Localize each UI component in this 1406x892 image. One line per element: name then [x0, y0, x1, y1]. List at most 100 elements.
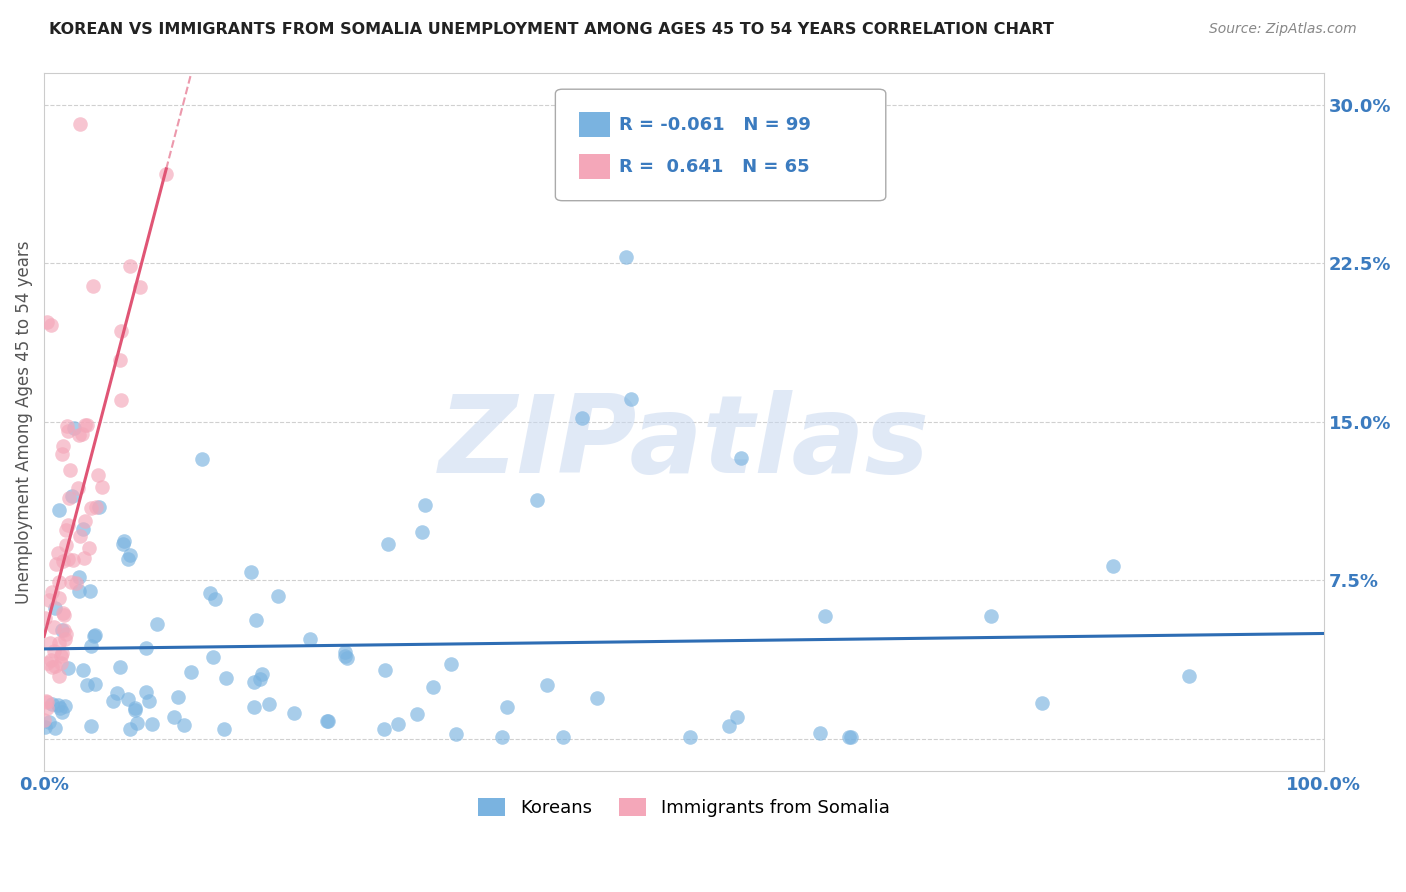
Point: [163, 710, 186, 724]
Point: [373, 722, 395, 736]
Point: [83, 630, 105, 644]
Point: [39, 318, 62, 332]
Point: [173, 718, 195, 732]
Point: [250, 666, 273, 681]
Point: [135, 641, 157, 656]
Point: [41, 660, 63, 674]
Point: [70, 426, 93, 441]
Point: [84, 628, 107, 642]
Point: [180, 665, 202, 679]
Point: [51, 647, 73, 661]
Point: [717, 719, 740, 733]
Point: [679, 730, 702, 744]
Point: [58, 491, 80, 505]
Point: [243, 700, 266, 714]
Point: [84, 677, 107, 691]
Point: [814, 609, 837, 624]
Point: [810, 725, 832, 739]
Point: [730, 450, 752, 465]
Point: [838, 730, 860, 744]
Point: [39, 636, 62, 650]
Point: [69, 428, 91, 442]
Point: [571, 410, 593, 425]
Point: [315, 714, 337, 728]
Point: [87, 500, 110, 514]
Point: [215, 672, 238, 686]
Point: [44, 659, 66, 673]
Point: [56, 518, 79, 533]
Point: [84, 500, 107, 515]
Point: [48, 575, 70, 590]
Point: [73, 514, 96, 528]
Point: [249, 672, 271, 686]
Point: [60, 575, 83, 590]
Point: [204, 592, 226, 607]
Point: [55, 627, 77, 641]
Point: [108, 353, 131, 368]
Point: [63, 421, 86, 435]
Point: [243, 675, 266, 690]
Point: [44, 600, 66, 615]
Point: [536, 678, 558, 692]
Point: [245, 613, 267, 627]
Point: [118, 548, 141, 562]
Point: [406, 707, 429, 722]
Point: [110, 324, 132, 338]
Text: R =  0.641   N = 65: R = 0.641 N = 65: [619, 158, 810, 176]
Point: [239, 565, 262, 579]
Point: [77, 541, 100, 555]
Point: [257, 698, 280, 712]
Point: [53, 632, 76, 647]
Point: [46, 545, 69, 559]
Point: [41, 585, 63, 599]
Point: [34, 611, 56, 625]
Legend: Koreans, Immigrants from Somalia: Koreans, Immigrants from Somalia: [471, 790, 897, 824]
Point: [1101, 558, 1123, 573]
Point: [200, 585, 222, 599]
Point: [377, 536, 399, 550]
Point: [51, 623, 73, 637]
Point: [87, 467, 110, 482]
Point: [35, 694, 58, 708]
Point: [48, 591, 70, 605]
Point: [108, 660, 131, 674]
Text: ZIPatlas: ZIPatlas: [439, 390, 929, 496]
Point: [42, 643, 65, 657]
Point: [129, 280, 152, 294]
Point: [214, 723, 236, 737]
Point: [41, 653, 63, 667]
Point: [46, 698, 69, 712]
Point: [80, 639, 103, 653]
Point: [56, 425, 79, 439]
Point: [32, 713, 55, 727]
Point: [51, 648, 73, 663]
Point: [335, 645, 357, 659]
Point: [413, 498, 436, 512]
Point: [49, 656, 72, 670]
Point: [38, 593, 60, 607]
Point: [298, 632, 321, 646]
Point: [980, 609, 1002, 624]
Point: [125, 715, 148, 730]
Text: KOREAN VS IMMIGRANTS FROM SOMALIA UNEMPLOYMENT AMONG AGES 45 TO 54 YEARS CORRELA: KOREAN VS IMMIGRANTS FROM SOMALIA UNEMPL…: [49, 22, 1054, 37]
Point: [76, 678, 98, 692]
Point: [48, 701, 70, 715]
Point: [283, 706, 305, 720]
Point: [110, 392, 132, 407]
Point: [35, 316, 58, 330]
Point: [69, 529, 91, 543]
Point: [80, 500, 103, 515]
Point: [44, 721, 66, 735]
Point: [138, 694, 160, 708]
Point: [1031, 696, 1053, 710]
Point: [146, 616, 169, 631]
Point: [166, 690, 188, 704]
Point: [67, 481, 90, 495]
Point: [124, 703, 146, 717]
Point: [839, 730, 862, 744]
Point: [55, 698, 77, 713]
Point: [62, 553, 84, 567]
Point: [62, 489, 84, 503]
Point: [51, 705, 73, 719]
Point: [374, 663, 396, 677]
